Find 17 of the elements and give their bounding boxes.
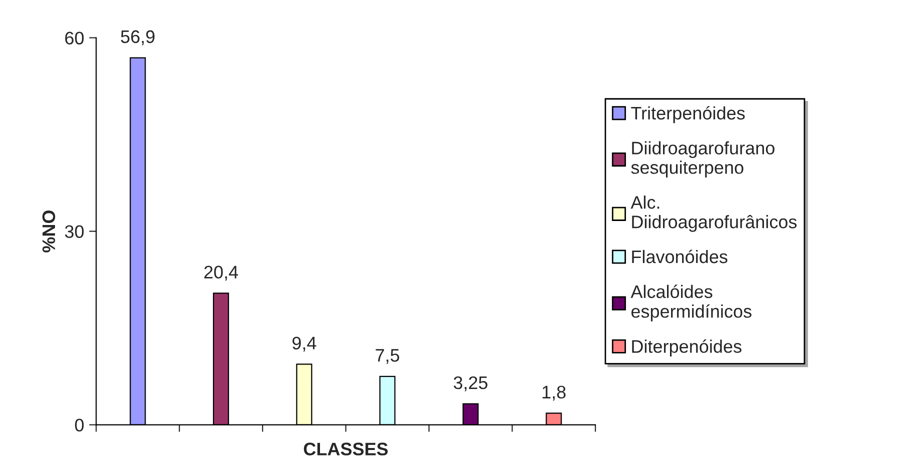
text: 56,9	[120, 30, 154, 46]
legend-label: Flavonóides	[632, 250, 728, 264]
legend-label: Diterpenóides	[632, 339, 742, 356]
text: 7,5	[376, 349, 400, 364]
text: 20,4	[204, 266, 238, 281]
legend-label: Alc. Diidroagarofurânicos	[630, 196, 797, 232]
y-tick-label: 0	[75, 418, 84, 432]
x-axis-title: CLASSES	[304, 442, 388, 456]
y-axis-title: %NO	[42, 210, 56, 252]
legend-label: Alcalóides espermidínicos	[630, 284, 752, 322]
text: 3,25	[454, 376, 488, 392]
text: 1,8	[542, 386, 566, 401]
y-tick-label: 30	[64, 225, 84, 238]
legend-label: Diidroagarofurano sesquiterpeno	[631, 141, 774, 178]
legend-label: Triterpenóides	[631, 106, 745, 124]
text: 9,4	[292, 336, 316, 352]
y-tick-label: 60	[65, 32, 84, 44]
